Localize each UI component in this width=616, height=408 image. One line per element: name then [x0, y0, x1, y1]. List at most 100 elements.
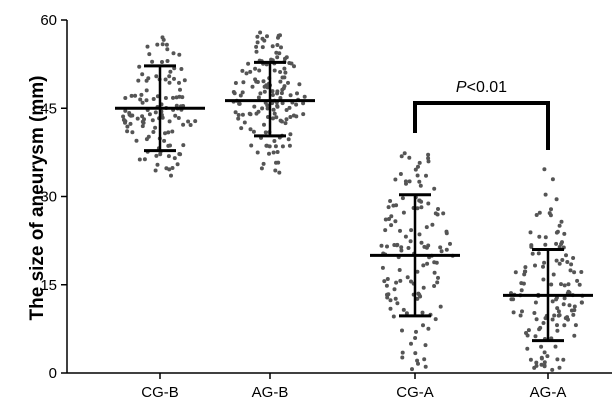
data-point [382, 279, 387, 284]
data-point [259, 166, 264, 171]
data-point [436, 275, 440, 280]
data-point [562, 296, 567, 301]
data-point [121, 117, 126, 122]
data-point [246, 61, 251, 66]
data-point [171, 95, 175, 100]
data-point [279, 45, 283, 50]
data-point [543, 316, 548, 321]
data-point [256, 109, 261, 114]
data-point [439, 249, 444, 254]
data-point [260, 45, 265, 50]
data-point [172, 156, 177, 161]
data-point [172, 76, 176, 81]
data-point [435, 212, 440, 217]
data-point [258, 91, 263, 96]
data-point [167, 80, 172, 85]
data-point [400, 196, 405, 201]
data-point [262, 38, 267, 43]
data-point [417, 232, 422, 237]
data-point [561, 302, 566, 307]
data-point [554, 258, 559, 263]
data-point [389, 223, 394, 228]
data-point [188, 123, 193, 127]
data-point [543, 235, 548, 240]
data-point [415, 206, 420, 211]
data-point [387, 217, 391, 221]
data-point [248, 112, 253, 117]
data-point [530, 251, 535, 256]
data-point [286, 137, 291, 142]
data-point [153, 125, 158, 130]
data-point [287, 61, 292, 65]
data-point [176, 116, 181, 120]
data-point [426, 201, 431, 206]
data-point [444, 229, 449, 234]
data-point [534, 317, 539, 322]
data-point [240, 68, 245, 73]
data-point [393, 177, 398, 182]
data-point [556, 309, 561, 314]
data-point [233, 81, 238, 85]
data-point [521, 281, 526, 286]
data-point [415, 173, 420, 178]
data-point [388, 298, 393, 303]
data-point [553, 344, 558, 349]
data-point [135, 116, 140, 121]
data-point [409, 228, 414, 233]
data-point [264, 143, 269, 148]
data-point [562, 323, 567, 328]
data-point [386, 292, 391, 297]
data-point [413, 167, 418, 172]
data-point [432, 284, 437, 288]
data-point [292, 64, 296, 69]
data-point [181, 143, 186, 148]
data-point [181, 122, 186, 127]
data-point [240, 112, 245, 117]
data-point [166, 154, 171, 159]
data-point [564, 253, 568, 258]
data-point [146, 76, 151, 81]
data-point [528, 357, 533, 362]
data-point [532, 311, 537, 315]
data-point [555, 306, 560, 311]
data-point [552, 313, 557, 318]
data-point [421, 285, 426, 290]
data-point [379, 243, 384, 248]
data-point [267, 144, 272, 149]
data-point [537, 210, 542, 215]
data-point [554, 197, 559, 202]
data-point [146, 134, 151, 139]
data-point [513, 270, 518, 275]
data-point [287, 105, 292, 110]
data-point [140, 100, 145, 105]
x-tick-label: AG-B [252, 384, 289, 401]
data-point [392, 243, 397, 247]
data-point [288, 132, 293, 137]
data-point [409, 279, 413, 284]
data-point [448, 241, 452, 246]
data-point [233, 110, 238, 115]
data-point [244, 71, 249, 76]
data-point [193, 119, 198, 124]
data-point [284, 117, 289, 122]
data-point [144, 88, 149, 93]
data-point [162, 138, 167, 143]
data-point [399, 245, 404, 250]
data-point [525, 333, 530, 338]
data-point [250, 84, 255, 89]
data-point [415, 296, 420, 301]
data-point [384, 283, 389, 288]
y-tick-label: 30 [40, 189, 57, 206]
p-value-label: P<0.01 [456, 79, 507, 96]
y-axis-label: The size of aneurysm (mm) [27, 76, 48, 321]
data-point [144, 98, 149, 103]
data-point [134, 138, 139, 143]
data-point [253, 66, 258, 71]
data-point [523, 265, 528, 270]
data-point [520, 309, 524, 314]
data-point [263, 130, 268, 135]
data-point [408, 239, 413, 244]
data-point [125, 129, 130, 134]
data-point [163, 96, 168, 100]
